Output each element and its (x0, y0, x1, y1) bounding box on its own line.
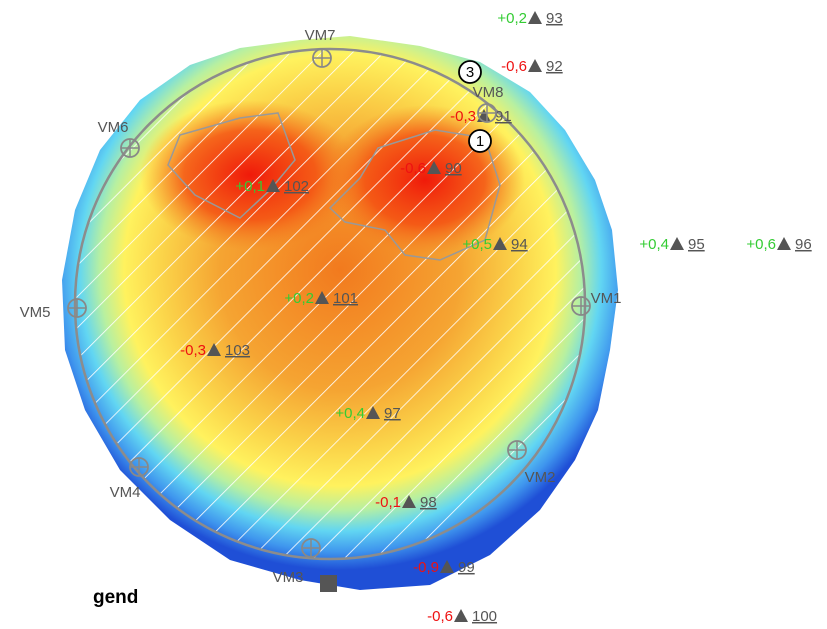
delta-value: -0,1 (375, 494, 401, 511)
delta-value: +0,2 (284, 290, 314, 307)
point-id: 103 (225, 342, 250, 359)
point-id: 98 (420, 494, 437, 511)
point-id: 91 (495, 108, 512, 125)
delta-value: -0,9 (413, 559, 439, 576)
delta-value: +0,1 (235, 178, 265, 195)
delta-value: +0,5 (462, 236, 492, 253)
point-id: 96 (795, 236, 812, 253)
triangle-marker (454, 609, 468, 622)
triangle-marker (670, 237, 684, 250)
triangle-marker (207, 343, 221, 356)
point-id: 99 (458, 559, 475, 576)
numbered-marker (458, 60, 482, 84)
boundary-circle (73, 47, 587, 561)
delta-value: -0,6 (427, 608, 453, 625)
triangle-marker (366, 406, 380, 419)
delta-value: -0,3 (180, 342, 206, 359)
point-id: 92 (546, 58, 563, 75)
station-label: VM4 (110, 484, 141, 501)
point-id: 93 (546, 10, 563, 27)
square-marker (320, 575, 337, 592)
delta-value: +0,4 (639, 236, 669, 253)
triangle-marker (493, 237, 507, 250)
station-label: VM8 (473, 84, 504, 101)
station-label: VM5 (20, 304, 51, 321)
triangle-marker (427, 161, 441, 174)
marker-label: 3 (466, 64, 474, 81)
station-label: VM3 (273, 569, 304, 586)
delta-value: +0,2 (497, 10, 527, 27)
triangle-marker (777, 237, 791, 250)
station-label: VM1 (591, 290, 622, 307)
delta-value: +0,4 (335, 405, 365, 422)
point-id: 100 (472, 608, 497, 625)
point-id: 94 (511, 236, 528, 253)
point-id: 97 (384, 405, 401, 422)
station-label: VM6 (98, 119, 129, 136)
triangle-marker (440, 560, 454, 573)
point-id: 95 (688, 236, 705, 253)
marker-label: 1 (476, 133, 484, 150)
delta-value: -0,3 (450, 108, 476, 125)
legend-title: gend (93, 587, 138, 608)
triangle-marker (402, 495, 416, 508)
delta-value: +0,6 (746, 236, 776, 253)
delta-value: -0,6 (400, 160, 426, 177)
triangle-marker (266, 179, 280, 192)
station-label: VM7 (305, 27, 336, 44)
point-id: 101 (333, 290, 358, 307)
point-id: 90 (445, 160, 462, 177)
station-label: VM2 (525, 469, 556, 486)
delta-value: -0,6 (501, 58, 527, 75)
triangle-marker (528, 11, 542, 24)
triangle-marker (528, 59, 542, 72)
point-id: 102 (284, 178, 309, 195)
triangle-marker (315, 291, 329, 304)
numbered-marker (468, 129, 492, 153)
